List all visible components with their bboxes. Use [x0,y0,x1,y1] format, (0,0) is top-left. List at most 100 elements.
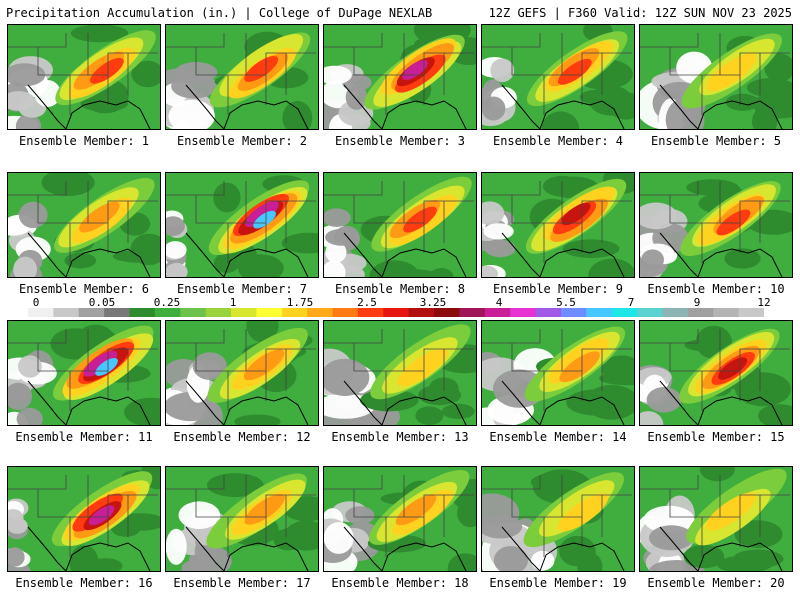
ensemble-panel-10 [639,172,793,278]
color-scale-label: 1.75 [286,296,314,309]
color-scale-label: 7 [627,296,635,309]
precip-map-6 [8,173,160,277]
ensemble-panel-20 [639,466,793,572]
precip-map-14 [482,321,634,425]
precip-map-7 [166,173,318,277]
ensemble-panel-11 [7,320,161,426]
ensemble-panel-5 [639,24,793,130]
ensemble-panel-8 [323,172,477,278]
ensemble-member-label: Ensemble Member: 15 [647,430,785,444]
precip-map-11 [8,321,160,425]
color-scale-swatch [28,308,54,317]
ensemble-member-label: Ensemble Member: 5 [650,134,782,148]
color-scale-swatch [231,308,257,317]
ensemble-panel-16 [7,466,161,572]
color-scale-label: 1 [229,296,237,309]
ensemble-member-label: Ensemble Member: 9 [492,282,624,296]
color-scale-swatch [560,308,587,317]
precip-map-15 [640,321,792,425]
ensemble-member-label: Ensemble Member: 1 [18,134,150,148]
ensemble-member-label: Ensemble Member: 18 [331,576,469,590]
ensemble-member-label: Ensemble Member: 8 [334,282,466,296]
map-title: Precipitation Accumulation (in.) | Colle… [6,6,433,20]
color-scale-swatch [357,308,384,317]
precip-map-10 [640,173,792,277]
ensemble-member-label: Ensemble Member: 13 [331,430,469,444]
ensemble-member-label: Ensemble Member: 17 [173,576,311,590]
ensemble-member-label: Ensemble Member: 11 [15,430,153,444]
ensemble-panel-9 [481,172,635,278]
color-scale-swatch [78,308,105,317]
precip-map-9 [482,173,634,277]
ensemble-panel-18 [323,466,477,572]
color-scale-swatch [662,308,689,317]
ensemble-panel-19 [481,466,635,572]
precip-map-5 [640,25,792,129]
color-scale-swatch [53,308,80,317]
ensemble-member-label: Ensemble Member: 7 [176,282,308,296]
color-scale-swatch [510,308,537,317]
ensemble-panel-17 [165,466,319,572]
color-scale-label: 4 [495,296,503,309]
color-scale-swatch [484,308,511,317]
color-scale-swatch [383,308,410,317]
ensemble-panel-12 [165,320,319,426]
ensemble-panel-6 [7,172,161,278]
ensemble-member-label: Ensemble Member: 4 [492,134,624,148]
ensemble-member-label: Ensemble Member: 16 [15,576,153,590]
color-scale-bar [28,308,764,317]
ensemble-panel-13 [323,320,477,426]
color-scale-label: 0.05 [88,296,116,309]
color-scale-label: 0.25 [153,296,181,309]
ensemble-member-label: Ensemble Member: 10 [647,282,785,296]
color-scale-label: 5.5 [556,296,576,309]
color-scale-swatch [307,308,334,317]
color-scale-swatch [713,308,740,317]
ensemble-member-label: Ensemble Member: 3 [334,134,466,148]
color-scale-swatch [535,308,562,317]
color-scale-swatch [586,308,613,317]
precip-map-17 [166,467,318,571]
color-scale-swatch [281,308,308,317]
precip-map-12 [166,321,318,425]
color-scale-swatch [256,308,283,317]
color-scale-swatch [154,308,181,317]
precip-map-8 [324,173,476,277]
color-scale-swatch [332,308,359,317]
color-scale-label: 3.25 [419,296,447,309]
precip-map-19 [482,467,634,571]
color-scale-swatch [434,308,460,317]
ensemble-member-label: Ensemble Member: 12 [173,430,311,444]
color-scale-label: 12 [757,296,771,309]
ensemble-member-label: Ensemble Member: 14 [489,430,627,444]
precip-map-1 [8,25,160,129]
color-scale-label: 0 [32,296,40,309]
precip-map-3 [324,25,476,129]
color-scale-swatch [408,308,435,317]
precip-map-20 [640,467,792,571]
color-scale-swatch [459,308,486,317]
color-scale-swatch [205,308,232,317]
precip-map-13 [324,321,476,425]
color-scale-swatch [611,308,638,317]
ensemble-member-label: Ensemble Member: 19 [489,576,627,590]
run-valid-time: 12Z GEFS | F360 Valid: 12Z SUN NOV 23 20… [488,6,792,20]
ensemble-panel-1 [7,24,161,130]
ensemble-panel-3 [323,24,477,130]
ensemble-panel-14 [481,320,635,426]
ensemble-member-label: Ensemble Member: 20 [647,576,785,590]
color-scale-swatch [687,308,714,317]
color-scale-label: 9 [693,296,701,309]
precip-map-2 [166,25,318,129]
color-scale-swatch [637,308,663,317]
precip-map-4 [482,25,634,129]
ensemble-panel-15 [639,320,793,426]
color-scale-label: 2.5 [357,296,377,309]
ensemble-member-label: Ensemble Member: 6 [18,282,150,296]
precip-map-16 [8,467,160,571]
ensemble-panel-4 [481,24,635,130]
color-scale-swatch [104,308,131,317]
color-scale-swatch [180,308,207,317]
ensemble-panel-7 [165,172,319,278]
color-scale-swatch [129,308,156,317]
